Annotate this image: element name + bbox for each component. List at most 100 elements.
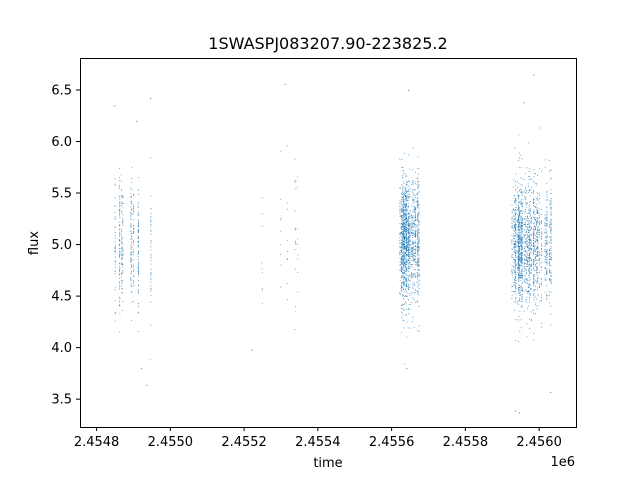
data-point [529, 272, 531, 274]
data-point [409, 210, 411, 212]
data-point [131, 213, 133, 215]
data-point [119, 204, 121, 206]
data-point [533, 246, 535, 248]
data-point [518, 208, 520, 210]
data-point [527, 246, 528, 248]
data-point [523, 199, 525, 201]
data-point [415, 246, 417, 248]
data-point [119, 301, 120, 303]
data-point [529, 209, 531, 211]
data-point [417, 253, 419, 255]
data-point [130, 230, 132, 232]
data-point [133, 211, 135, 212]
data-point [407, 197, 409, 199]
data-point [407, 237, 409, 239]
data-point [513, 258, 515, 260]
data-point [405, 264, 407, 266]
data-point [411, 276, 413, 277]
data-point [549, 221, 550, 223]
data-point [533, 253, 535, 255]
data-point [405, 314, 407, 316]
data-point [520, 275, 522, 276]
data-point [294, 329, 296, 331]
data-point [412, 212, 414, 214]
data-point [541, 232, 543, 234]
data-point [533, 198, 535, 200]
data-point [529, 225, 531, 227]
data-point [402, 262, 404, 264]
data-point [520, 278, 522, 280]
data-point [297, 258, 299, 260]
data-point [518, 245, 520, 247]
data-point [403, 327, 405, 329]
data-point [406, 241, 407, 243]
data-point [533, 202, 535, 204]
data-point [521, 236, 523, 238]
data-point [540, 245, 542, 247]
data-point [518, 231, 520, 233]
data-point [403, 230, 405, 232]
data-point [550, 272, 552, 274]
data-point [295, 306, 296, 308]
data-point [539, 264, 541, 266]
data-point [539, 301, 541, 303]
data-point [415, 215, 416, 217]
data-point [529, 254, 531, 256]
data-point [546, 182, 548, 184]
data-point [530, 320, 532, 322]
data-point [526, 278, 527, 280]
data-point [403, 291, 405, 293]
data-point [528, 236, 530, 238]
data-point [528, 258, 530, 260]
data-point [519, 258, 520, 260]
data-point [120, 258, 122, 260]
data-point [544, 245, 546, 247]
data-point [119, 286, 121, 288]
data-point [412, 222, 414, 224]
data-point [548, 242, 550, 243]
data-point [521, 290, 523, 292]
data-point [405, 278, 407, 280]
data-point [541, 266, 543, 268]
data-point [530, 227, 532, 229]
data-point [294, 229, 296, 231]
data-point [150, 359, 152, 361]
data-point [150, 225, 152, 227]
data-point [119, 313, 121, 315]
data-point [533, 267, 535, 269]
data-point [413, 224, 415, 226]
data-point [415, 264, 417, 266]
data-point [414, 224, 416, 226]
data-point [403, 270, 405, 271]
data-point [403, 204, 405, 205]
data-point [408, 205, 410, 207]
data-point [538, 215, 540, 217]
data-point [294, 249, 296, 250]
data-point [514, 235, 516, 236]
data-point [409, 245, 411, 247]
data-point [515, 257, 517, 258]
data-point [130, 226, 132, 228]
data-point [548, 261, 550, 263]
data-point [517, 186, 519, 188]
data-point [537, 236, 539, 238]
data-point [403, 251, 405, 253]
data-point [532, 239, 534, 241]
data-point [405, 255, 407, 257]
data-point [514, 249, 516, 251]
data-point [523, 192, 525, 194]
data-point [150, 301, 152, 303]
data-point [546, 237, 548, 239]
data-point [132, 276, 134, 278]
data-point [114, 197, 116, 199]
data-point [403, 203, 405, 205]
data-point [131, 266, 133, 268]
data-point [536, 224, 538, 225]
data-point [411, 223, 413, 225]
data-point [529, 240, 531, 241]
data-point [521, 248, 523, 250]
data-point [533, 281, 535, 283]
data-point [407, 196, 409, 198]
data-point [529, 246, 531, 248]
data-point [513, 284, 515, 286]
